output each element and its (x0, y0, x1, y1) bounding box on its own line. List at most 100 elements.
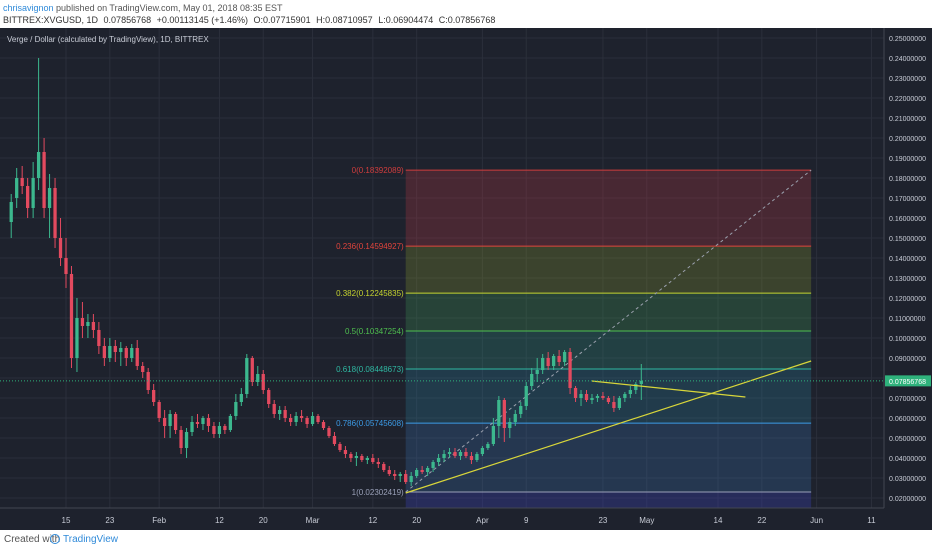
candle (486, 442, 490, 450)
time-axis-bg (0, 508, 932, 530)
candle-body (365, 458, 369, 460)
candle (502, 398, 506, 442)
candle (332, 432, 337, 446)
candle-body (217, 426, 222, 434)
candle (365, 456, 369, 464)
candle (47, 174, 52, 238)
price-tick-label: 0.11000000 (889, 316, 926, 323)
candle (420, 466, 424, 474)
price-tick-label: 0.07000000 (889, 396, 926, 403)
candle (464, 448, 468, 458)
candle-body (97, 330, 101, 346)
time-tick-label: 23 (598, 516, 607, 525)
candle (53, 178, 57, 248)
candle-body (398, 474, 402, 476)
candle (601, 392, 605, 400)
candle-body (436, 458, 441, 462)
candle (168, 410, 172, 438)
candle (590, 394, 594, 404)
candle-body (382, 464, 386, 470)
candle-body (573, 388, 578, 398)
candle-body (519, 406, 523, 414)
candle-body (272, 404, 276, 414)
author-link[interactable]: chrisavignon (3, 3, 54, 13)
candle-body (245, 358, 249, 394)
candle-body (453, 452, 457, 456)
candle (146, 368, 150, 394)
candles (9, 58, 643, 486)
candle (343, 446, 348, 458)
price-tick-label: 0.21000000 (889, 116, 926, 123)
candle (442, 450, 446, 462)
candle (42, 138, 46, 218)
candle (623, 392, 627, 402)
price-tick-label: 0.15000000 (889, 236, 926, 243)
candle-body (524, 386, 528, 406)
candle (152, 384, 156, 406)
candle (371, 454, 375, 464)
candle-body (491, 426, 496, 444)
tradingview-brand[interactable]: TradingView (63, 534, 119, 545)
candle (573, 386, 578, 402)
candle (195, 414, 200, 428)
candle-body (15, 178, 19, 198)
candle-body (162, 418, 167, 426)
candle (634, 382, 638, 394)
candle (431, 460, 435, 472)
candle-body (530, 374, 534, 386)
candle (162, 410, 167, 438)
candle (69, 266, 74, 368)
candle-body (47, 188, 52, 208)
candle-body (69, 274, 74, 358)
chart-area[interactable]: 0(0.18392089) 0.236(0.14594927) 0.382(0.12… (0, 28, 932, 530)
candle (415, 468, 419, 478)
candle-body (590, 398, 594, 400)
candle-body (168, 414, 172, 426)
fib-level-label: 0.618(0.08448673) (336, 365, 404, 374)
price-change: +0.00113145 (+1.46%) (156, 15, 249, 25)
created-with-text: Created with (4, 534, 61, 545)
candle (584, 390, 589, 402)
candle-body (64, 258, 68, 274)
candle-body (124, 348, 128, 358)
candle-body (469, 456, 474, 460)
candle-body (36, 152, 41, 178)
candle-body (338, 444, 342, 450)
candlestick-chart[interactable]: 0(0.18392089) 0.236(0.14594927) 0.382(0.12… (0, 28, 932, 530)
candle (283, 406, 287, 422)
candle (130, 344, 134, 362)
candle-body (349, 454, 353, 458)
candle-body (299, 416, 304, 418)
publish-line: chrisavignon published on TradingView.co… (3, 3, 283, 13)
candle-body (639, 380, 643, 384)
price-tick-label: 0.25000000 (889, 36, 926, 43)
last-price: 0.07856768 (103, 15, 152, 25)
candle-body (393, 474, 397, 476)
candle (393, 470, 397, 480)
ohlc-line: BITTREX:XVGUSD, 1D 0.07856768 +0.0011314… (3, 15, 498, 25)
candle (404, 470, 408, 484)
fib-zone (405, 423, 812, 492)
time-tick-label: 12 (215, 516, 224, 525)
candle-body (173, 414, 178, 430)
candle-body (415, 470, 419, 476)
price-axis: 0.25000000 0.24000000 0.23000000 0.22000000… (883, 28, 932, 530)
candle-body (184, 432, 189, 448)
time-axis: 15 23 Feb 12 20 Mar 12 20 Apr 9 23 May 14 22 Jun 11 (0, 507, 932, 530)
open-value: O:0.07715901 (253, 15, 311, 25)
candle-body (223, 426, 227, 430)
price-tick-label: 0.12000000 (889, 296, 926, 303)
candle (234, 394, 238, 420)
candle (475, 452, 479, 462)
close-value: C:0.07856768 (438, 15, 496, 25)
fib-level-label: 0.236(0.14594927) (336, 242, 404, 251)
candle-body (239, 394, 243, 402)
candle (519, 402, 523, 418)
candle-body (20, 178, 24, 186)
fib-zone (405, 246, 812, 294)
candle-body (513, 414, 517, 422)
candle-body (31, 178, 35, 208)
time-tick-label: 22 (757, 516, 766, 525)
symbol-label: BITTREX:XVGUSD, 1D (3, 15, 99, 25)
candle (327, 426, 331, 438)
